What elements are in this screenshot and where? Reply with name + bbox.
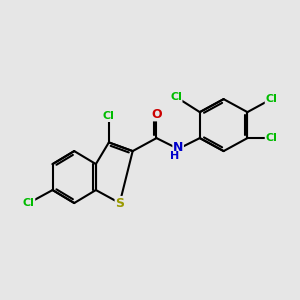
Text: Cl: Cl <box>265 94 277 104</box>
Text: Cl: Cl <box>103 111 115 122</box>
Text: H: H <box>170 152 179 161</box>
Text: O: O <box>151 108 162 121</box>
Text: Cl: Cl <box>265 133 277 143</box>
Text: S: S <box>115 196 124 209</box>
Text: Cl: Cl <box>170 92 182 102</box>
Text: Cl: Cl <box>23 198 35 208</box>
Text: N: N <box>173 141 183 154</box>
